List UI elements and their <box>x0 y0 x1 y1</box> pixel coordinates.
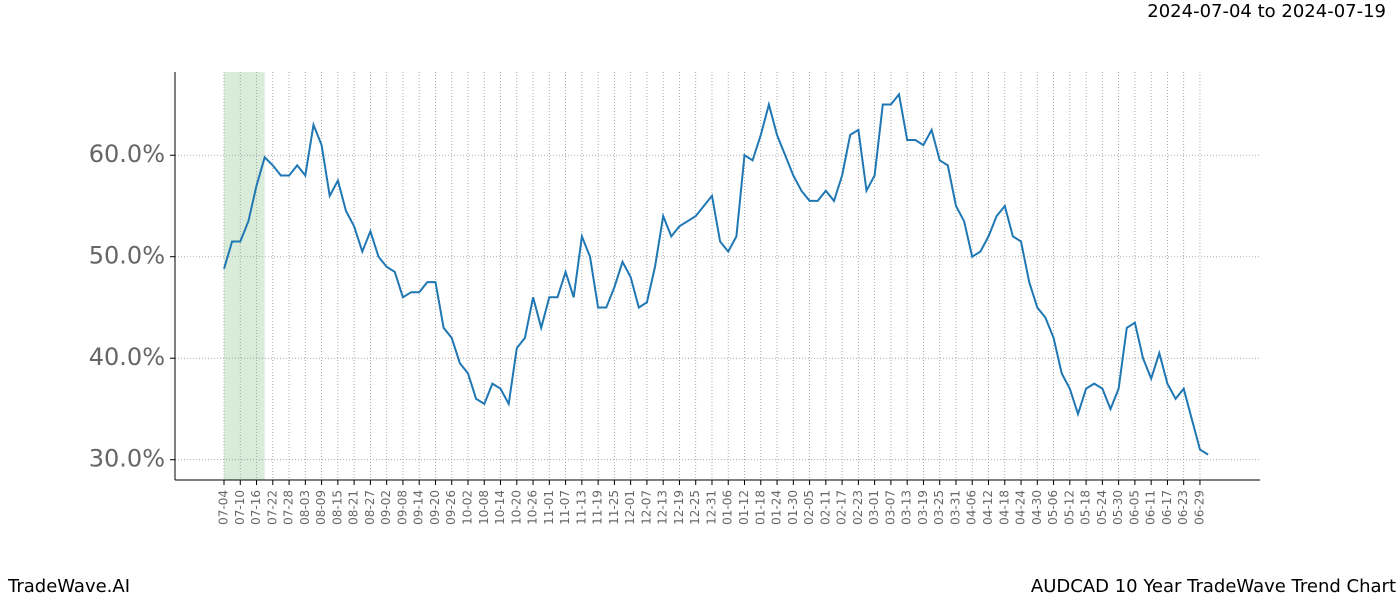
x-tick-label: 03-07 <box>883 490 897 525</box>
x-tick-label: 11-13 <box>574 490 588 525</box>
x-tick-label: 02-05 <box>802 490 816 525</box>
x-tick-label: 11-07 <box>558 490 572 525</box>
x-tick-label: 09-14 <box>412 490 426 525</box>
x-tick-label: 12-13 <box>656 490 670 525</box>
x-tick-label: 04-12 <box>981 490 995 525</box>
x-tick-label: 09-08 <box>395 490 409 525</box>
x-tick-label: 03-19 <box>916 490 930 525</box>
x-tick-label: 10-26 <box>526 490 540 525</box>
x-tick-label: 02-11 <box>818 490 832 525</box>
x-tick-label: 10-02 <box>460 490 474 525</box>
x-tick-label: 07-22 <box>265 490 279 525</box>
x-tick-label: 06-05 <box>1127 490 1141 525</box>
x-tick-label: 05-06 <box>1046 490 1060 525</box>
x-tick-label: 09-26 <box>444 490 458 525</box>
x-tick-label: 01-12 <box>737 490 751 525</box>
x-tick-label: 01-24 <box>770 490 784 525</box>
x-tick-label: 10-08 <box>477 490 491 525</box>
x-tick-label: 09-02 <box>379 490 393 525</box>
x-tick-label: 10-14 <box>493 490 507 525</box>
x-tick-label: 04-24 <box>1014 490 1028 525</box>
x-tick-label: 04-18 <box>997 490 1011 525</box>
x-tick-label: 03-01 <box>867 490 881 525</box>
x-tick-label: 07-10 <box>233 490 247 525</box>
x-tick-label: 01-30 <box>786 490 800 525</box>
y-tick-label: 50.0% <box>89 242 165 270</box>
x-tick-label: 04-30 <box>1030 490 1044 525</box>
x-tick-label: 03-25 <box>932 490 946 525</box>
x-tick-label: 10-20 <box>509 490 523 525</box>
x-tick-label: 02-17 <box>835 490 849 525</box>
x-tick-label: 08-15 <box>330 490 344 525</box>
x-tick-label: 08-09 <box>314 490 328 525</box>
x-tick-label: 11-25 <box>607 490 621 525</box>
x-tick-label: 12-19 <box>672 490 686 525</box>
x-tick-label: 05-24 <box>1095 490 1109 525</box>
chart-name: AUDCAD 10 Year TradeWave Trend Chart <box>1031 576 1396 597</box>
x-tick-label: 07-04 <box>217 490 231 525</box>
x-tick-label: 08-03 <box>298 490 312 525</box>
x-tick-label: 06-17 <box>1160 490 1174 525</box>
x-tick-label: 07-16 <box>249 490 263 525</box>
x-tick-label: 05-12 <box>1062 490 1076 525</box>
x-tick-label: 08-21 <box>347 490 361 525</box>
brand: TradeWave.AI <box>7 576 130 597</box>
date-range: 2024-07-04 to 2024-07-19 <box>1147 1 1386 22</box>
x-tick-label: 05-18 <box>1079 490 1093 525</box>
x-tick-label: 06-11 <box>1144 490 1158 525</box>
y-tick-label: 60.0% <box>89 140 165 168</box>
x-tick-label: 01-18 <box>753 490 767 525</box>
highlight-band <box>224 72 265 480</box>
x-tick-label: 11-19 <box>591 490 605 525</box>
x-tick-label: 09-20 <box>428 490 442 525</box>
x-tick-label: 12-01 <box>623 490 637 525</box>
series-line <box>223 91 1209 456</box>
x-tick-label: 11-01 <box>542 490 556 525</box>
x-tick-label: 01-06 <box>721 490 735 525</box>
x-tick-label: 08-27 <box>363 490 377 525</box>
x-tick-label: 12-31 <box>704 490 718 525</box>
x-tick-label: 03-31 <box>948 490 962 525</box>
x-tick-label: 06-29 <box>1192 490 1206 525</box>
x-tick-label: 04-06 <box>965 490 979 525</box>
y-tick-label: 30.0% <box>89 445 165 473</box>
x-tick-label: 06-23 <box>1176 490 1190 525</box>
x-tick-label: 12-25 <box>688 490 702 525</box>
x-tick-label: 12-07 <box>639 490 653 525</box>
y-tick-label: 40.0% <box>89 343 165 371</box>
x-tick-label: 03-13 <box>900 490 914 525</box>
x-tick-label: 05-30 <box>1111 490 1125 525</box>
x-tick-label: 07-28 <box>282 490 296 525</box>
x-tick-label: 02-23 <box>851 490 865 525</box>
